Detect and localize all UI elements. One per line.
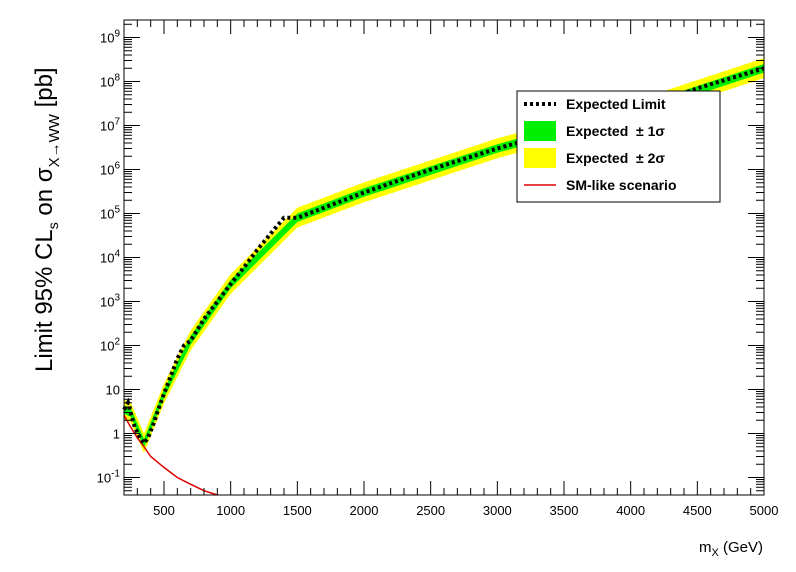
x-tick-label: 2500 <box>416 503 445 518</box>
x-axis: 500 1000 1500 2000 2500 3000 3500 4000 4500 5000 <box>123 20 779 518</box>
x-tick-label: 4000 <box>616 503 645 518</box>
y-tick-label: 105 <box>100 205 120 222</box>
lines-group <box>122 66 765 496</box>
sm-like-line <box>123 414 218 496</box>
x-tick-label: 1000 <box>216 503 245 518</box>
x-tick-label: 5000 <box>750 503 779 518</box>
y-tick-label: 108 <box>100 73 120 90</box>
y-axis-title: Limit 95% CLs on σX→WW [pb] <box>31 67 63 372</box>
x-tick-label: 1500 <box>283 503 312 518</box>
y-tick-label: 1 <box>113 426 120 441</box>
legend-label-band2: Expected ± 2σ <box>566 150 665 166</box>
y-tick-label: 109 <box>100 29 120 46</box>
x-tick-label: 3000 <box>483 503 512 518</box>
legend-symbol-band2 <box>524 148 556 168</box>
y-tick-label: 106 <box>100 161 120 178</box>
x-tick-label: 3500 <box>550 503 579 518</box>
legend-box <box>516 90 721 203</box>
y-tick-label: 10-1 <box>97 468 121 485</box>
y-tick-label: 102 <box>100 336 120 353</box>
x-tick-label: 500 <box>153 503 175 518</box>
y-tick-label: 10 <box>106 382 120 397</box>
legend-label-band1: Expected ± 1σ <box>566 123 665 139</box>
y-axis: 10-1 1 10 102 103 104 105 106 107 108 109 <box>97 23 764 496</box>
y-tick-label: 107 <box>100 117 120 134</box>
x-tick-label: 2000 <box>350 503 379 518</box>
legend-label-sm: SM-like scenario <box>566 177 677 193</box>
y-tick-label: 104 <box>100 249 120 266</box>
x-axis-title: mX (GeV) <box>699 539 763 559</box>
legend: Expected Limit Expected ± 1σ Expected ± … <box>516 90 721 203</box>
x-tick-label: 4500 <box>683 503 712 518</box>
y-tick-label: 103 <box>100 292 120 309</box>
legend-label-expected: Expected Limit <box>566 96 666 112</box>
expected-limit-line <box>122 66 765 447</box>
legend-symbol-band1 <box>524 121 556 141</box>
